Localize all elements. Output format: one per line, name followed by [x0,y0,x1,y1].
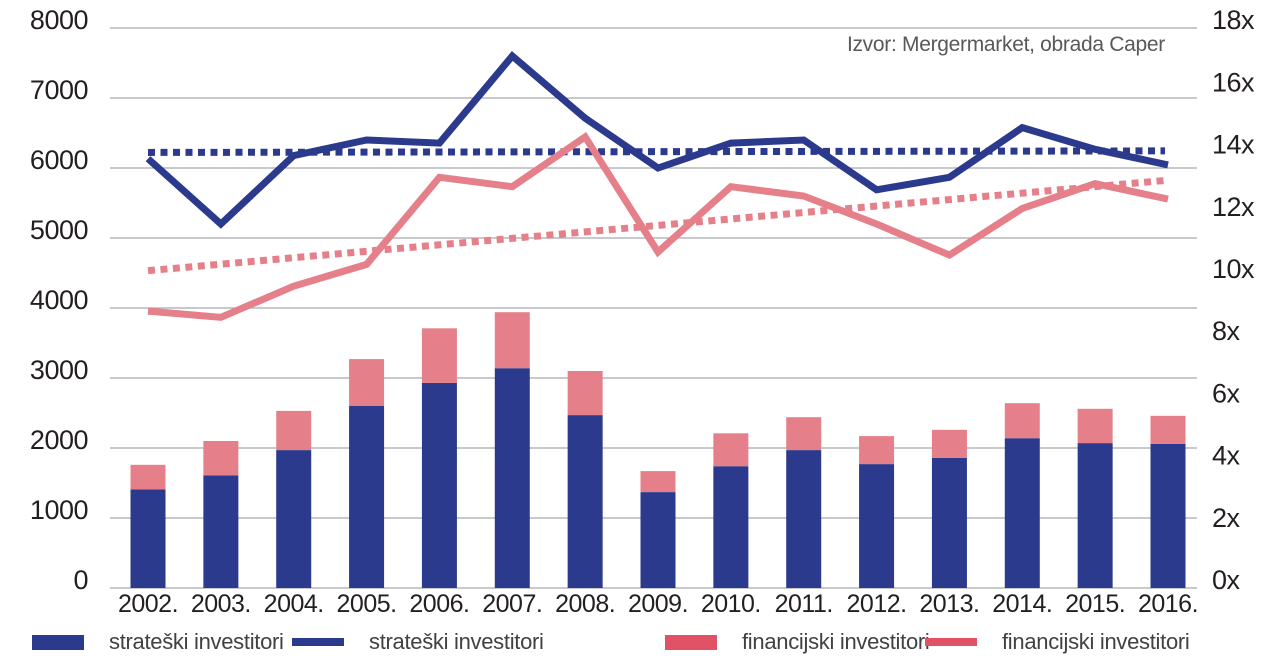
bar-strateski [786,450,822,588]
trend-pink [147,176,1166,275]
x-axis-label: 2004. [264,590,324,618]
x-axis-label: 2013. [919,590,979,618]
legend-swatch-bar-navy [32,634,84,650]
right-axis-tick: 18x [1212,5,1255,35]
bar-financijski [349,359,385,406]
x-axis-label: 2015. [1065,590,1125,618]
bar-financijski [640,471,676,493]
legend-label: strateški investitori [369,629,544,654]
left-axis-tick: 2000 [30,425,88,455]
x-axis-label: 2006. [409,590,469,618]
bar-financijski [203,441,239,476]
bar-strateski [931,457,967,588]
left-axis-tick: 6000 [30,145,88,175]
left-axis-tick: 8000 [30,5,88,35]
line-series-navy [145,51,1169,229]
right-axis-tick: 0x [1212,565,1241,595]
bar-financijski [1004,403,1040,439]
x-axis-label: 2005. [337,590,397,618]
x-axis-label: 2008. [555,590,615,618]
bar-strateski [713,466,749,588]
legend-item-strateski-bar: strateški investitori [32,627,284,657]
bar-financijski [931,429,967,458]
right-axis-tick: 16x [1212,67,1255,97]
right-axis-tick: 8x [1212,316,1241,346]
left-axis-tick: 1000 [30,495,88,525]
legend-swatch-line-navy [292,638,344,646]
bar-strateski [640,492,676,588]
left-axis-tick: 7000 [30,75,88,105]
bar-strateski [349,406,385,588]
bar-financijski [713,433,749,467]
bar-financijski [567,371,603,416]
left-axis-labels: 8000 7000 6000 5000 4000 3000 2000 1000 0 [30,5,89,595]
legend-item-financijski-bar: financijski investitori [665,627,930,657]
bar-financijski [1150,415,1186,444]
legend-item-financijski-line: financijski investitori [925,627,1190,657]
x-axis-label: 2011. [775,590,833,618]
left-axis-tick: 4000 [30,285,88,315]
bar-strateski [1150,443,1186,588]
legend-swatch-line-pink [925,638,977,646]
legend-item-strateski-line: strateški investitori [292,627,544,657]
bar-financijski [494,312,530,369]
right-axis-tick: 4x [1212,441,1241,471]
right-axis-tick: 2x [1212,503,1241,533]
bar-strateski [567,415,603,588]
right-axis-tick: 14x [1212,130,1255,160]
bar-strateski [203,475,239,588]
x-axis-label: 2014. [992,590,1052,618]
x-axis-label: 2012. [847,590,907,618]
bars-group [130,312,1186,588]
bar-financijski [786,417,822,451]
bar-strateski [494,368,530,588]
bar-financijski [276,410,312,451]
legend-label: strateški investitori [109,629,284,654]
bar-strateski [276,450,312,588]
bar-financijski [1077,408,1113,444]
x-axis-label: 2002. [118,590,178,618]
right-axis-labels: 18x 16x 14x 12x 10x 8x 6x 4x 2x 0x [1212,5,1256,595]
right-axis-tick: 6x [1212,378,1241,408]
bar-strateski [421,382,457,588]
line-navy [145,51,1169,229]
x-axis-labels: 2002. 2003. 2004. 2005. 2006. 2007. 2008. 2009.… [118,590,1199,618]
bar-strateski [859,464,895,588]
source-note: Izvor: Mergermarket, obrada Caper [846,33,1165,56]
bar-strateski [1004,438,1040,588]
left-axis-tick: 3000 [30,355,88,385]
bar-strateski [130,489,166,588]
right-axis-tick: 12x [1212,192,1255,222]
x-axis-label: 2016. [1138,590,1198,618]
line-pink [147,131,1169,321]
bar-financijski [421,328,457,383]
x-axis-label: 2003. [191,590,251,618]
x-axis-label: 2007. [482,590,542,618]
bar-financijski [130,464,166,490]
bar-strateski [1077,443,1113,588]
x-axis-label: 2010. [701,590,761,618]
legend-label: financijski investitori [742,629,930,654]
legend: strateški investitori strateški investit… [0,627,1280,659]
left-axis-tick: 5000 [30,215,88,245]
x-axis-label: 2009. [628,590,688,618]
combo-chart: 80007000600050004000300020001000018x16x1… [30,5,1256,618]
legend-label: financijski investitori [1002,629,1190,654]
left-axis-tick: 0 [73,565,88,595]
line-series-pink [147,131,1169,321]
trend-line-pink [147,176,1166,275]
bar-financijski [859,436,895,465]
right-axis-tick: 10x [1212,254,1255,284]
legend-swatch-bar-pink [665,634,717,650]
